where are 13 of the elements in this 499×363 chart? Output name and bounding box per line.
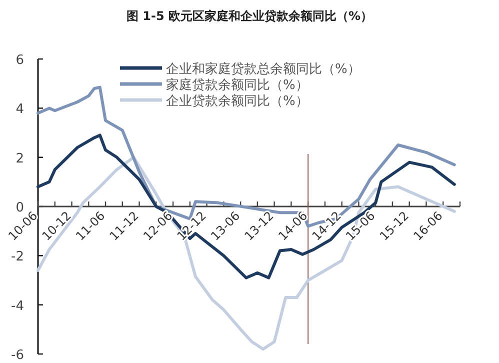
y-tick-label: 0 bbox=[16, 200, 24, 216]
y-tick-label: -6 bbox=[11, 348, 24, 363]
y-tick-label: -2 bbox=[11, 250, 24, 265]
y-tick-label: 6 bbox=[16, 53, 24, 68]
legend-label: 家庭贷款余额同比（%） bbox=[166, 77, 308, 93]
y-tick-label: -4 bbox=[11, 298, 24, 314]
y-tick-label: 2 bbox=[16, 151, 24, 166]
legend-label: 企业贷款余额同比（%） bbox=[166, 94, 308, 109]
line-series bbox=[36, 156, 456, 351]
line-series bbox=[36, 134, 456, 280]
chart-title: 图 1-5 欧元区家庭和企业贷款余额同比（%） bbox=[126, 9, 373, 23]
legend-label: 企业和家庭贷款总余额同比（%） bbox=[166, 61, 360, 77]
y-tick-label: 4 bbox=[16, 102, 24, 118]
